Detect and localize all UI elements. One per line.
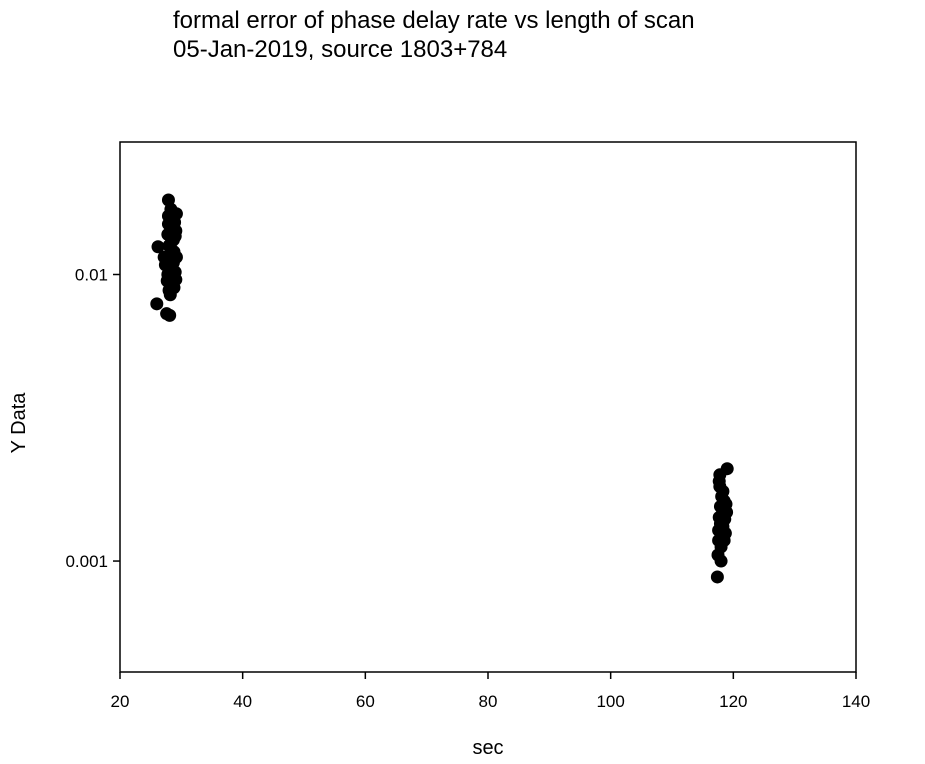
data-point <box>151 240 165 254</box>
data-point <box>169 224 183 238</box>
x-axis: 20 40 60 80 100 120 140 <box>111 672 870 711</box>
data-point <box>163 308 177 322</box>
y-tick-label: 0.01 <box>75 265 108 284</box>
x-tick-label: 140 <box>842 692 870 711</box>
data-point <box>714 554 728 568</box>
x-tick-label: 80 <box>479 692 498 711</box>
data-points <box>150 193 734 584</box>
data-point <box>150 297 164 311</box>
y-tick-label: 0.001 <box>65 552 108 571</box>
x-tick-label: 20 <box>111 692 130 711</box>
x-tick-label: 120 <box>719 692 747 711</box>
x-tick-label: 40 <box>233 692 252 711</box>
data-point <box>720 462 734 476</box>
y-axis: 0.001 0.01 <box>65 265 120 571</box>
chart-title-line-1: formal error of phase delay rate vs leng… <box>173 7 695 34</box>
x-tick-label: 60 <box>356 692 375 711</box>
x-tick-label: 100 <box>596 692 624 711</box>
chart-title: formal error of phase delay rate vs leng… <box>173 6 695 64</box>
x-axis-label: sec <box>472 737 503 759</box>
chart-title-line-2: 05-Jan-2019, source 1803+784 <box>173 36 508 63</box>
plot-frame <box>119 141 857 673</box>
data-point <box>718 526 732 540</box>
data-point <box>720 505 734 519</box>
data-point <box>716 484 730 498</box>
data-point <box>169 207 183 221</box>
data-point <box>169 250 183 264</box>
data-point <box>710 570 724 584</box>
data-point <box>169 273 183 287</box>
y-axis-label: Y Data <box>8 392 30 454</box>
